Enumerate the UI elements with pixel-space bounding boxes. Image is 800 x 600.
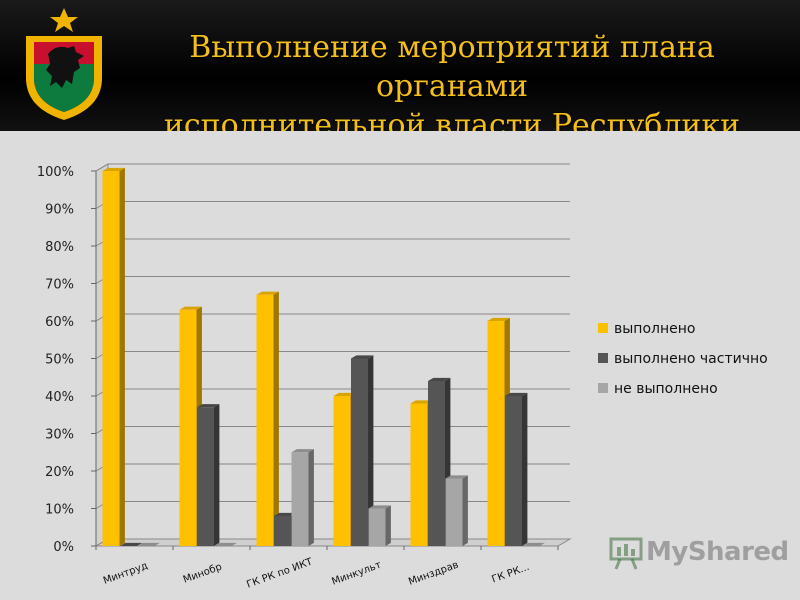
- bar-top: [291, 449, 314, 453]
- bar: [368, 508, 386, 546]
- bar-top: [102, 167, 125, 171]
- y-tick-label: 70%: [45, 278, 74, 293]
- myshared-watermark: MyShared: [606, 533, 789, 573]
- karelia-coat-of-arms-icon: [26, 8, 102, 120]
- title-line-1: Выполнение мероприятий плана органами: [189, 30, 715, 104]
- bar-side: [368, 355, 374, 546]
- bar-top: [274, 512, 297, 516]
- bar-side: [522, 392, 528, 546]
- bar-top: [368, 505, 391, 509]
- legend-swatch: [598, 383, 608, 393]
- bar-top: [120, 542, 143, 546]
- bar-chart: 0%10%20%30%40%50%60%70%80%90%100%Минтруд…: [0, 131, 800, 600]
- legend-label: выполнено: [614, 321, 695, 337]
- bar-top: [505, 392, 528, 396]
- bar: [197, 407, 214, 546]
- bar-top: [522, 542, 545, 546]
- bar-top: [197, 404, 220, 408]
- bar-top: [214, 542, 237, 546]
- bar-top: [351, 355, 374, 359]
- bar-side: [119, 167, 125, 546]
- y-tick-label: 40%: [45, 390, 74, 405]
- bar: [179, 309, 197, 546]
- bar: [274, 516, 291, 546]
- bar: [487, 321, 505, 546]
- y-tick-label: 20%: [45, 465, 74, 480]
- legend-swatch: [598, 353, 608, 363]
- legend-label: выполнено частично: [614, 351, 768, 367]
- y-tick-label: 60%: [45, 315, 74, 330]
- bar-side: [462, 475, 468, 546]
- legend-swatch: [598, 323, 608, 333]
- bar-top: [428, 377, 451, 381]
- bar-top: [410, 400, 433, 404]
- watermark-text: MyShared: [646, 537, 789, 567]
- legend-label: не выполнено: [614, 381, 718, 397]
- presentation-icon: [609, 537, 643, 570]
- bar-top: [256, 291, 279, 295]
- bar: [333, 396, 351, 546]
- y-tick-label: 10%: [45, 503, 74, 518]
- bar: [428, 381, 445, 546]
- bar: [256, 294, 274, 546]
- bar: [291, 452, 309, 546]
- y-tick-label: 30%: [45, 428, 74, 443]
- bar-top: [333, 392, 356, 396]
- y-tick-label: 50%: [45, 353, 74, 368]
- bar-top: [137, 542, 160, 546]
- bar: [351, 358, 368, 546]
- slide-header: Выполнение мероприятий плана органами ис…: [0, 0, 800, 182]
- bar-top: [445, 475, 468, 479]
- bar-side: [273, 291, 279, 546]
- bar: [505, 396, 522, 546]
- bar-top: [487, 317, 510, 321]
- bar-side: [308, 449, 314, 546]
- y-tick-label: 80%: [45, 240, 74, 255]
- bar-side: [385, 505, 391, 546]
- y-tick-label: 90%: [45, 203, 74, 218]
- bar-side: [214, 404, 220, 546]
- bar: [102, 171, 120, 546]
- gridline-diagonal: [95, 163, 109, 172]
- chart-background: [0, 131, 800, 600]
- y-tick-label: 0%: [53, 540, 74, 555]
- bar: [445, 478, 463, 546]
- bar: [410, 403, 428, 546]
- y-tick-label: 100%: [37, 165, 74, 180]
- bar-top: [179, 306, 202, 310]
